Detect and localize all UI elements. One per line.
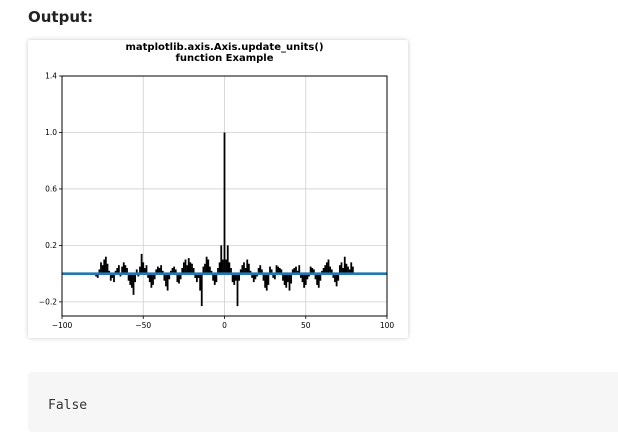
chart-title: matplotlib.axis.Axis.update_units()funct… xyxy=(125,42,323,64)
result-box: False xyxy=(28,372,618,432)
acorr-chart: matplotlib.axis.Axis.update_units()funct… xyxy=(39,42,395,330)
y-tick-label: 0.6 xyxy=(45,184,57,193)
x-tick-label: −50 xyxy=(135,321,151,330)
output-heading: Output: xyxy=(28,8,94,26)
result-text: False xyxy=(48,398,88,413)
y-tick-label: 0.2 xyxy=(45,241,57,250)
x-axis: −100 −50 0 50 100 xyxy=(52,316,395,330)
y-axis: −0.2 0.2 0.6 1.0 1.4 xyxy=(39,72,62,306)
x-tick-label: −100 xyxy=(52,321,73,330)
chart-title-line: function Example xyxy=(175,53,273,64)
y-tick-label: −0.2 xyxy=(39,297,57,306)
figure-card: matplotlib.axis.Axis.update_units() funct… xyxy=(28,40,408,338)
x-tick-label: 50 xyxy=(301,321,311,330)
y-tick-label: 1.0 xyxy=(45,128,57,137)
x-tick-label: 100 xyxy=(380,321,395,330)
y-tick-label: 1.4 xyxy=(45,72,57,81)
chart-title-line: matplotlib.axis.Axis.update_units() xyxy=(125,42,323,53)
x-tick-label: 0 xyxy=(222,321,227,330)
